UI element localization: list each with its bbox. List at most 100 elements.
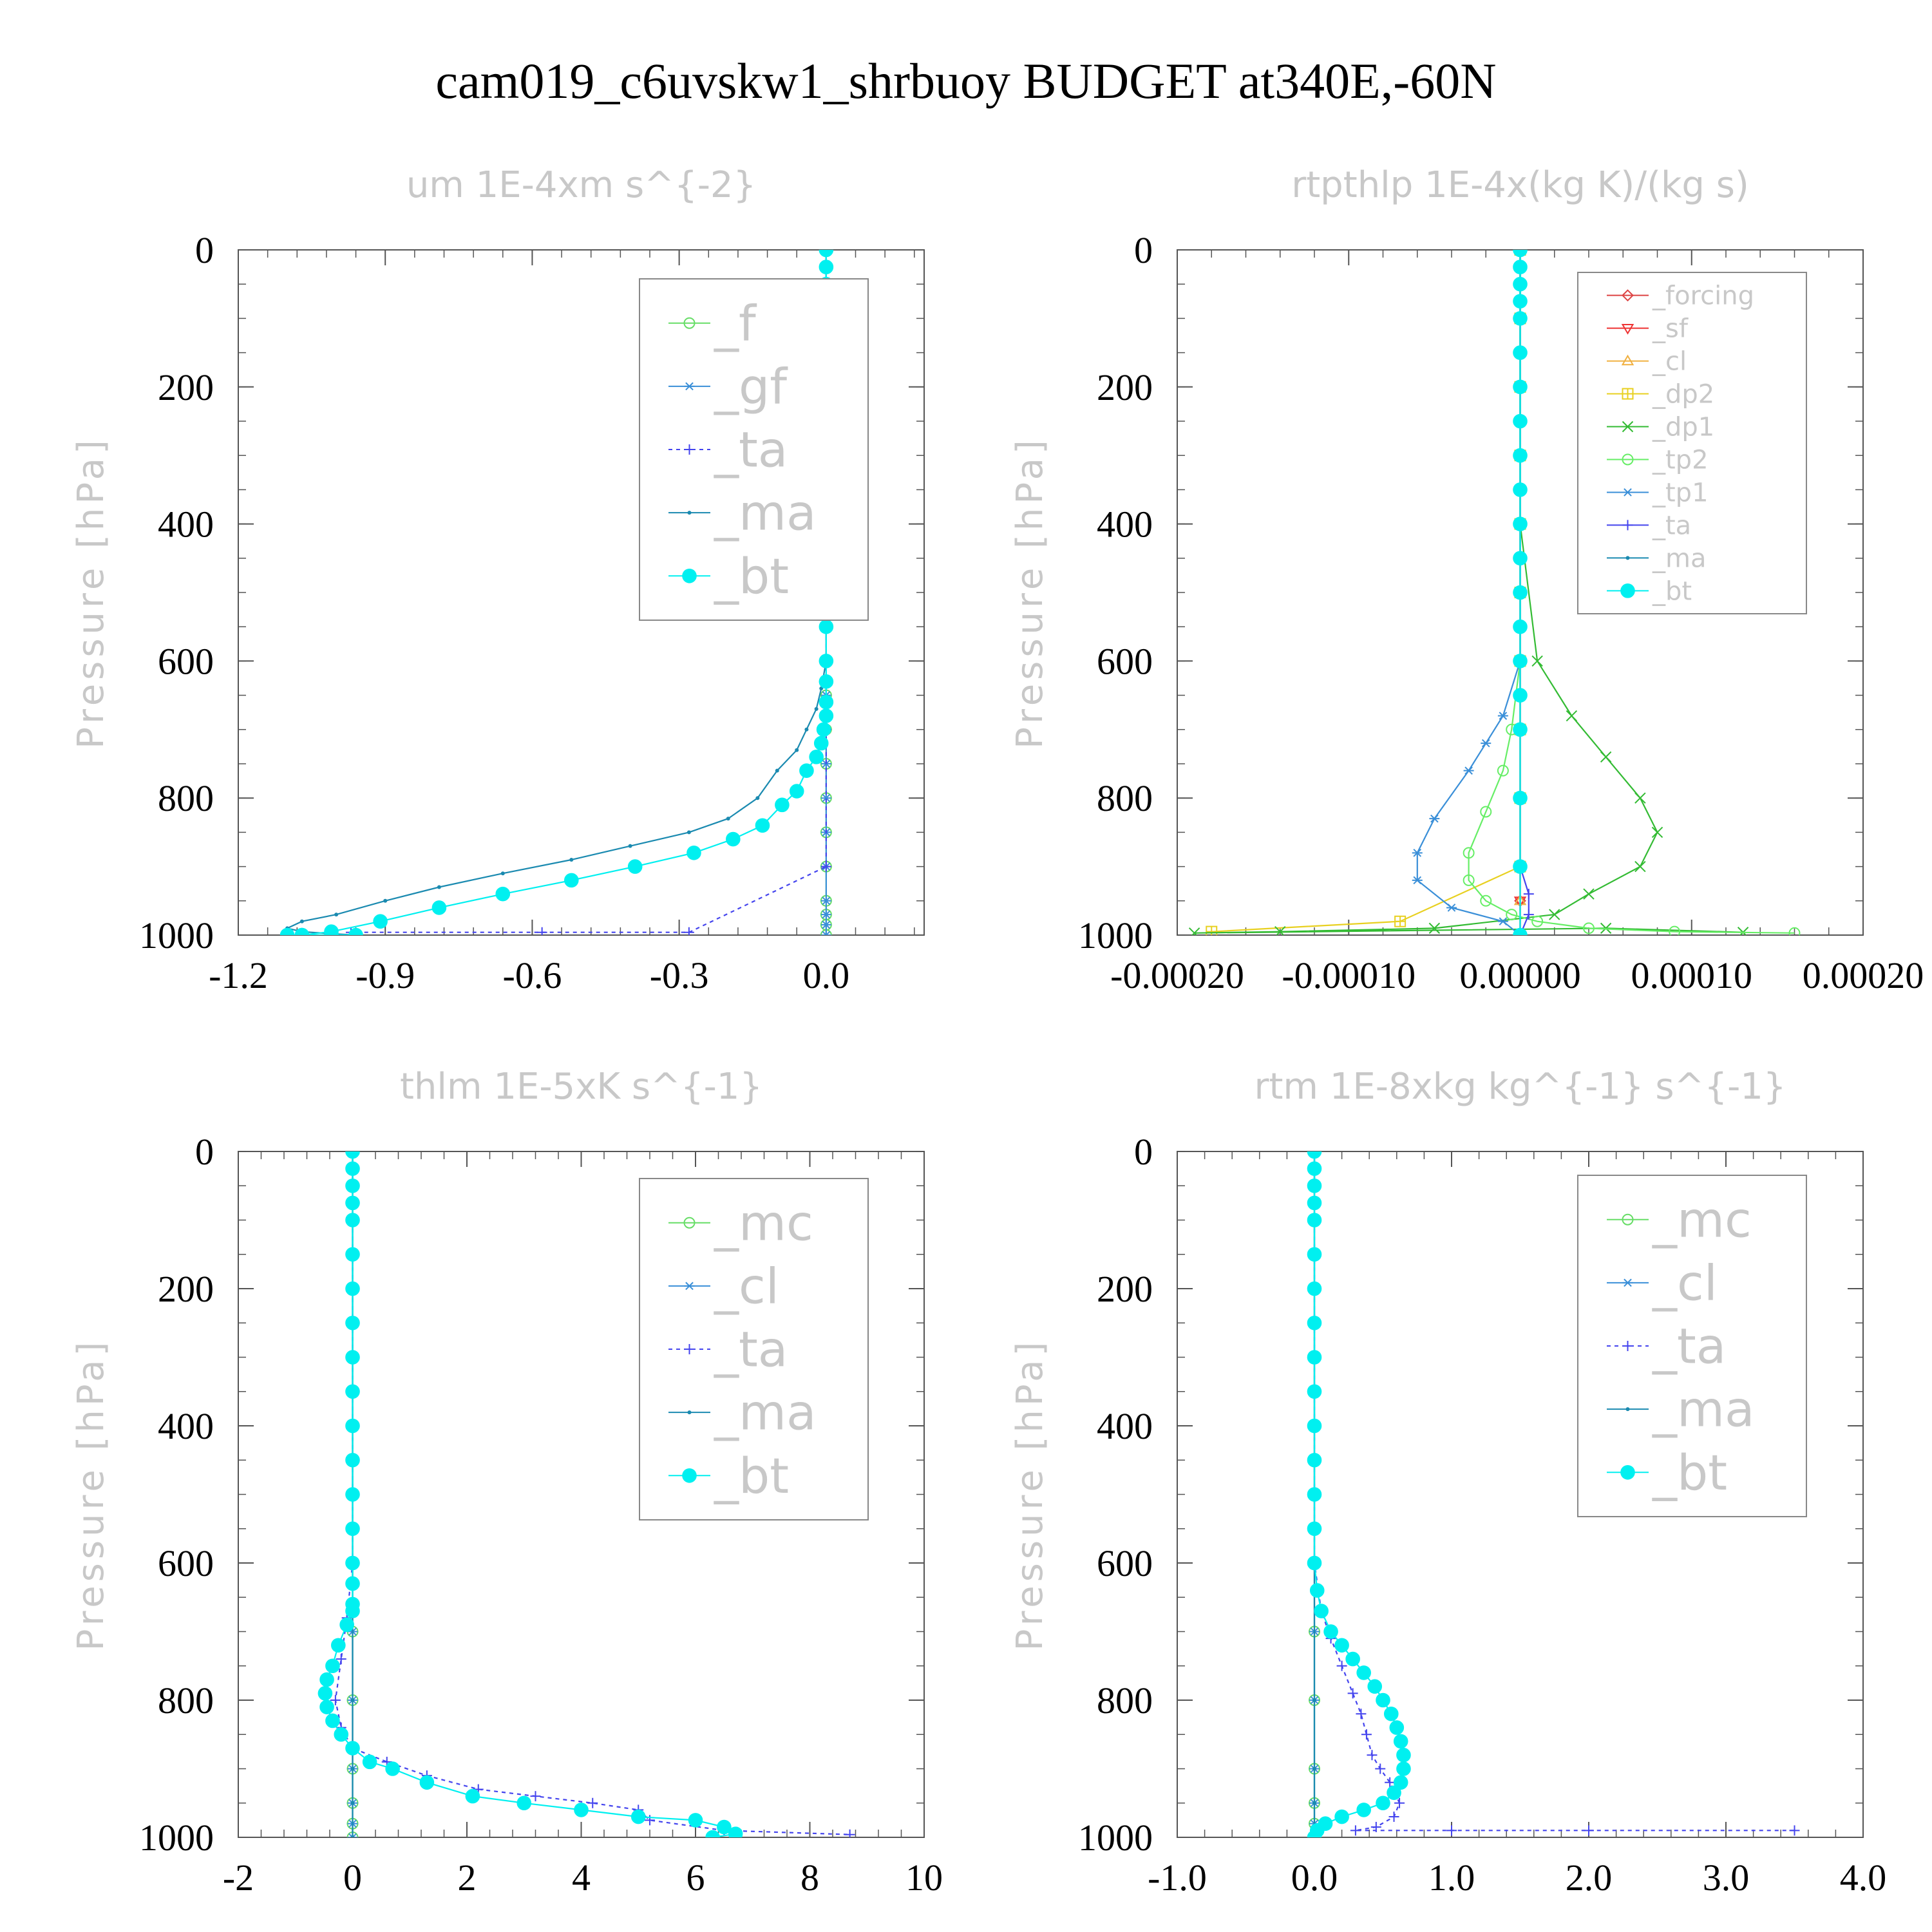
legend-marker — [1620, 1464, 1635, 1480]
data-point-bt — [345, 1418, 360, 1434]
x-tick-label: 8 — [800, 1857, 819, 1899]
y-tick-label: 200 — [1097, 1268, 1153, 1310]
legend-label: _bt — [1652, 576, 1692, 606]
data-point-ma — [350, 1801, 355, 1805]
data-point-gf — [820, 896, 831, 905]
data-point-ta — [330, 1695, 341, 1705]
data-point-bt — [339, 1617, 354, 1633]
data-point-ma — [1312, 1801, 1316, 1805]
panel-title: rtm 1E-8xkg kg^{-1} s^{-1} — [1254, 1066, 1786, 1108]
data-point-ta — [1523, 889, 1534, 900]
data-point-bt — [1307, 1247, 1322, 1262]
data-point-tp1 — [1481, 739, 1492, 748]
data-point-bt — [1383, 1707, 1399, 1721]
data-point-bt — [345, 1350, 360, 1365]
data-point-bt — [1513, 345, 1528, 360]
data-point-bt — [345, 1161, 360, 1176]
legend-label: _forcing — [1652, 281, 1754, 311]
x-tick-label: 0.00000 — [1459, 954, 1581, 996]
y-tick-label: 800 — [158, 777, 214, 819]
data-point-bt — [1307, 1384, 1322, 1399]
data-point-bt — [1307, 1151, 1322, 1159]
series-line-bt — [1313, 1151, 1405, 1837]
panel-thlm: thlm 1E-5xK s^{-1} Pressure [hPa] -2 0 2 4 6 8 1… — [70, 1066, 943, 1899]
data-point-tp1 — [1497, 712, 1508, 720]
data-point-bt — [345, 1315, 360, 1331]
data-point-bt — [1389, 1720, 1405, 1735]
data-point-bt — [1307, 1178, 1322, 1193]
y-tick-label: 1000 — [1078, 914, 1153, 956]
data-point-bt — [1356, 1803, 1371, 1817]
data-point-bt — [345, 1178, 360, 1193]
data-point-bt — [1376, 1692, 1390, 1708]
data-point-bt — [294, 927, 310, 935]
data-point-bt — [1513, 516, 1528, 531]
data-point-tp2 — [1463, 874, 1475, 886]
x-tick-label: 3.0 — [1703, 1857, 1750, 1899]
data-point-tp2 — [1788, 927, 1801, 935]
data-point-ma — [628, 844, 632, 848]
data-point-ta — [1385, 1777, 1396, 1788]
x-tick-label: -0.00010 — [1282, 954, 1416, 996]
legend-label: _ta — [1652, 1318, 1726, 1375]
legend-box — [1577, 272, 1807, 614]
legend-label: _mc — [1652, 1191, 1752, 1248]
y-tick-label: 400 — [158, 1405, 214, 1447]
legend-marker — [1622, 1213, 1634, 1226]
y-tick-label: 600 — [1097, 640, 1153, 682]
series-line-tp2 — [1468, 250, 1795, 934]
data-point-ma — [500, 871, 505, 876]
y-tick-label: 1000 — [139, 914, 214, 956]
data-point-bt — [325, 1658, 340, 1674]
data-point-dp1 — [1549, 909, 1560, 920]
data-point-bt — [1513, 585, 1528, 600]
data-point-bt — [728, 1826, 743, 1837]
data-point-bt — [1307, 1281, 1322, 1296]
legend-marker — [1625, 556, 1630, 560]
data-point-ma — [334, 913, 339, 917]
data-point-bt — [1513, 654, 1528, 668]
legend-label: _ma — [714, 1384, 817, 1441]
y-tick-label: 400 — [1097, 1405, 1153, 1447]
data-point-bt — [1307, 1315, 1322, 1331]
data-point-bt — [1345, 1651, 1360, 1667]
y-axis-label: Pressure [hPa] — [1009, 436, 1051, 749]
data-point-ta — [683, 927, 694, 935]
data-point-ma — [383, 898, 388, 903]
data-point-tp1 — [1429, 814, 1440, 823]
legend-label: _dp2 — [1652, 380, 1714, 410]
data-point-bt — [1513, 551, 1528, 566]
legend-marker — [1622, 1278, 1633, 1287]
legend-label: _cl — [714, 1257, 779, 1314]
data-point-bt — [1513, 250, 1528, 258]
legend-marker — [684, 1282, 695, 1291]
legend-marker — [1621, 324, 1634, 335]
data-point-ma — [350, 1698, 355, 1702]
x-tick-label: -2 — [223, 1857, 254, 1899]
legend-label: _bt — [714, 547, 789, 605]
legend-label: _mc — [714, 1194, 813, 1251]
data-point-dp1 — [1634, 860, 1646, 873]
legend-label: _sf — [1652, 314, 1689, 344]
data-point-gf — [820, 910, 831, 919]
data-point-ta — [1336, 1660, 1347, 1671]
x-tick-label: 0.00010 — [1631, 954, 1753, 996]
data-point-dp1 — [1274, 925, 1286, 935]
legend-marker — [1625, 1407, 1630, 1412]
x-tick-label: 0.00020 — [1803, 954, 1924, 996]
legend-label: _gf — [714, 357, 788, 415]
data-point-ta — [1367, 1750, 1378, 1761]
data-point-ma — [804, 727, 809, 732]
series-line-dp2 — [1211, 250, 1521, 933]
data-point-dp1 — [1600, 751, 1612, 763]
data-point-bt — [1393, 1775, 1408, 1790]
data-point-tp2 — [1531, 915, 1544, 927]
data-point-bt — [1513, 413, 1528, 429]
data-point-bt — [1309, 1583, 1325, 1598]
data-point-bt — [325, 1713, 340, 1728]
data-point-bt — [1513, 927, 1528, 935]
series-group — [317, 1151, 855, 1837]
data-point-ma — [726, 817, 730, 821]
figure-title: cam019_c6uvskw1_shrbuoy BUDGET at340E,-6… — [435, 53, 1496, 109]
data-point-tp2 — [1497, 764, 1509, 777]
